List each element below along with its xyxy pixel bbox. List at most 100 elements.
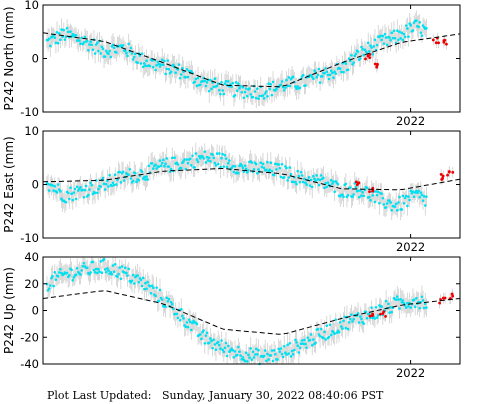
- data-point: [244, 87, 248, 90]
- data-point: [56, 275, 60, 278]
- data-point: [332, 76, 335, 80]
- data-point: [87, 49, 90, 52]
- data-point: [287, 352, 291, 355]
- data-point: [231, 81, 235, 85]
- data-point: [281, 355, 285, 359]
- data-point: [298, 86, 302, 90]
- data-point: [293, 348, 296, 352]
- data-point: [291, 75, 295, 79]
- data-point: [57, 32, 61, 35]
- data-point: [74, 34, 78, 37]
- data-point: [382, 42, 386, 45]
- data-point: [190, 164, 193, 167]
- recent-data-point: [447, 170, 451, 174]
- data-point: [235, 89, 239, 93]
- data-point: [88, 188, 91, 191]
- data-point: [306, 336, 310, 339]
- data-point: [244, 167, 248, 171]
- data-point: [47, 287, 51, 290]
- recent-data-point: [354, 180, 358, 184]
- data-point: [322, 336, 325, 340]
- data-point: [223, 82, 227, 85]
- data-point: [305, 183, 308, 186]
- recent-data-point: [368, 56, 372, 60]
- data-point: [254, 96, 258, 100]
- data-point: [164, 162, 167, 166]
- data-point: [362, 53, 366, 57]
- data-point: [56, 183, 60, 186]
- data-point: [298, 180, 302, 184]
- data-point: [198, 156, 202, 160]
- data-point: [89, 40, 92, 44]
- data-point: [116, 178, 119, 182]
- data-point: [408, 198, 411, 202]
- data-point: [423, 204, 427, 207]
- data-point: [287, 176, 291, 179]
- data-point: [242, 170, 246, 173]
- data-point: [352, 61, 355, 64]
- data-point: [246, 360, 249, 363]
- data-point: [252, 167, 256, 171]
- data-point: [97, 49, 100, 53]
- data-point: [265, 168, 268, 172]
- data-point: [316, 73, 320, 77]
- data-point: [415, 19, 418, 23]
- data-point: [203, 342, 207, 345]
- data-point: [422, 195, 426, 198]
- errorbar-group: [46, 10, 447, 109]
- data-point: [209, 78, 212, 82]
- data-point: [401, 38, 405, 42]
- data-point: [243, 90, 247, 94]
- data-point: [252, 356, 256, 359]
- data-point: [273, 162, 277, 166]
- data-point: [157, 62, 161, 66]
- data-point: [248, 356, 251, 359]
- data-point: [165, 157, 169, 160]
- data-point: [261, 162, 265, 166]
- data-point: [396, 295, 399, 298]
- data-point: [163, 164, 166, 168]
- data-point: [104, 49, 108, 53]
- data-point: [396, 29, 399, 32]
- data-point: [398, 307, 401, 310]
- data-point: [103, 268, 107, 271]
- data-point: [251, 350, 255, 354]
- data-point: [303, 338, 306, 342]
- data-point: [132, 282, 136, 285]
- data-point: [352, 317, 355, 321]
- data-point: [418, 306, 421, 310]
- data-point: [147, 164, 151, 168]
- data-point: [315, 75, 319, 79]
- data-point: [84, 184, 88, 188]
- data-point: [186, 325, 190, 329]
- data-point: [340, 70, 343, 74]
- data-point: [362, 194, 366, 198]
- data-point: [150, 284, 154, 287]
- data-point: [310, 75, 314, 79]
- data-point: [239, 84, 242, 88]
- data-point: [109, 271, 113, 274]
- data-point: [70, 268, 73, 272]
- data-point: [258, 94, 261, 98]
- data-point: [280, 352, 284, 356]
- data-point: [96, 41, 99, 45]
- data-point: [215, 84, 219, 88]
- data-point: [225, 354, 229, 358]
- data-point: [294, 85, 297, 88]
- data-point: [369, 198, 372, 202]
- data-point: [324, 181, 327, 185]
- data-point: [92, 268, 96, 272]
- data-point: [120, 265, 124, 268]
- data-point: [296, 344, 299, 348]
- data-point: [249, 347, 252, 350]
- data-point: [64, 200, 68, 204]
- data-point: [160, 161, 164, 165]
- data-point: [216, 82, 220, 85]
- data-point: [188, 320, 192, 324]
- point-group: [45, 257, 455, 366]
- data-point: [169, 167, 173, 171]
- data-point: [97, 187, 100, 191]
- data-point: [297, 174, 301, 178]
- data-point: [164, 305, 167, 309]
- data-point: [126, 54, 129, 58]
